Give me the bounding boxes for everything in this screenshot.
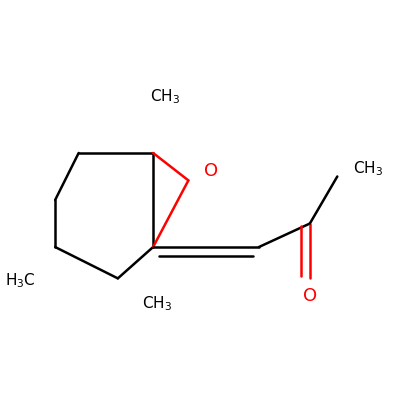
Text: CH$_3$: CH$_3$ xyxy=(142,294,172,313)
Text: O: O xyxy=(204,162,218,180)
Text: O: O xyxy=(303,287,317,305)
Text: CH$_3$: CH$_3$ xyxy=(353,159,383,178)
Text: H$_3$C: H$_3$C xyxy=(5,271,36,290)
Text: CH$_3$: CH$_3$ xyxy=(150,87,180,106)
